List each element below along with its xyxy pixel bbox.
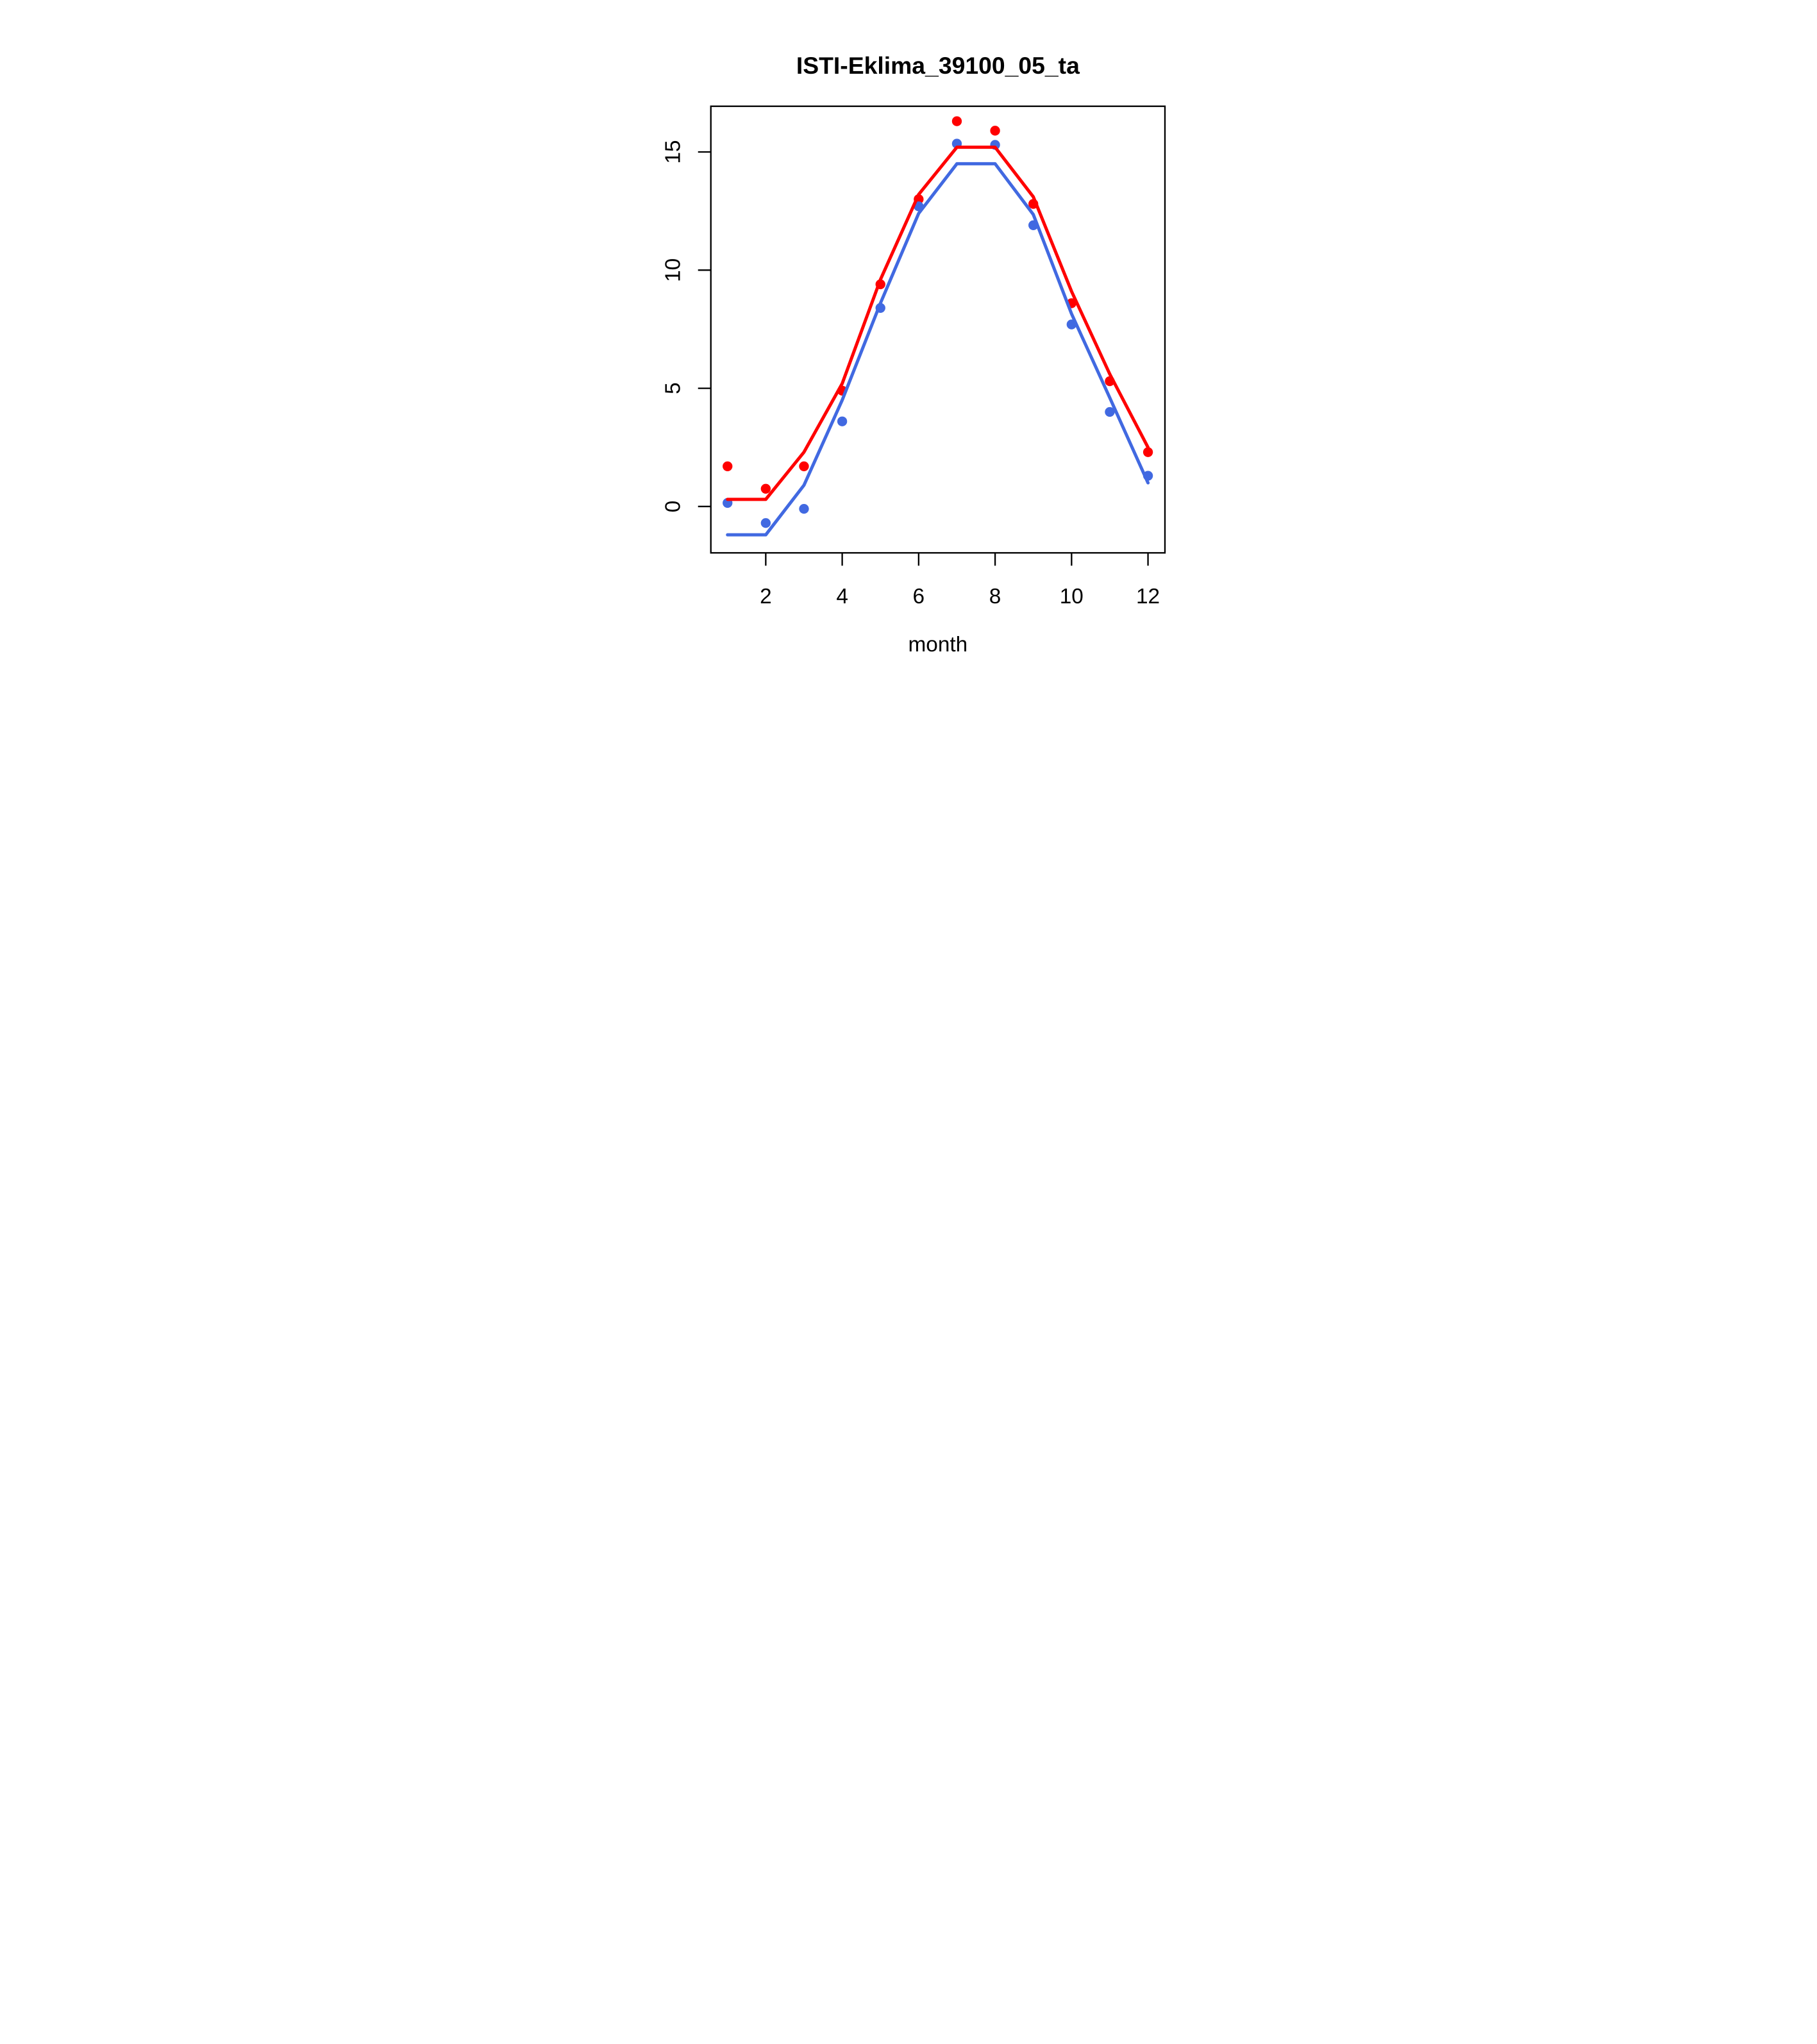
blue-points-dot: [1104, 406, 1115, 417]
blue-points-dot: [760, 518, 771, 528]
x-axis-tick-label: 6: [912, 585, 925, 608]
red-points-dot: [760, 483, 771, 494]
red-points-dot: [951, 116, 962, 126]
r-plot-figure: ISTI-Eklima_39100_05_ta 2 4 6 8 10 12 0 5 10 15 m…: [605, 0, 1212, 682]
chart-background: [605, 0, 1212, 682]
blue-points-dot: [837, 416, 847, 426]
x-axis-tick-label: 4: [836, 585, 848, 608]
plot-area: 2 4 6 8 10 12 0 5 10 15: [661, 105, 1166, 608]
red-points-dot: [722, 461, 732, 471]
red-points-dot: [989, 126, 1000, 136]
red-points-dot: [798, 461, 809, 471]
red-points-dot: [1143, 447, 1153, 457]
blue-line: [725, 162, 1150, 537]
chart-canvas: ISTI-Eklima_39100_05_ta 2 4 6 8 10 12 0 5 10 15 m…: [605, 0, 1212, 682]
y-axis-tick-label: 10: [661, 258, 685, 282]
red-line: [725, 146, 1150, 501]
x-axis-tick-label: 10: [1059, 585, 1083, 608]
blue-points-dot: [798, 503, 809, 514]
chart-title: ISTI-Eklima_39100_05_ta: [796, 52, 1079, 79]
y-axis-tick-label: 0: [661, 501, 685, 513]
x-axis-tick-label: 8: [989, 585, 1001, 608]
y-axis-tick-label: 5: [661, 382, 685, 394]
x-axis-tick-label: 2: [760, 585, 772, 608]
plot-box: [710, 105, 1166, 554]
x-axis-tick-label: 12: [1136, 585, 1160, 608]
x-axis-label: month: [908, 633, 967, 657]
y-axis-tick-label: 15: [661, 140, 685, 163]
